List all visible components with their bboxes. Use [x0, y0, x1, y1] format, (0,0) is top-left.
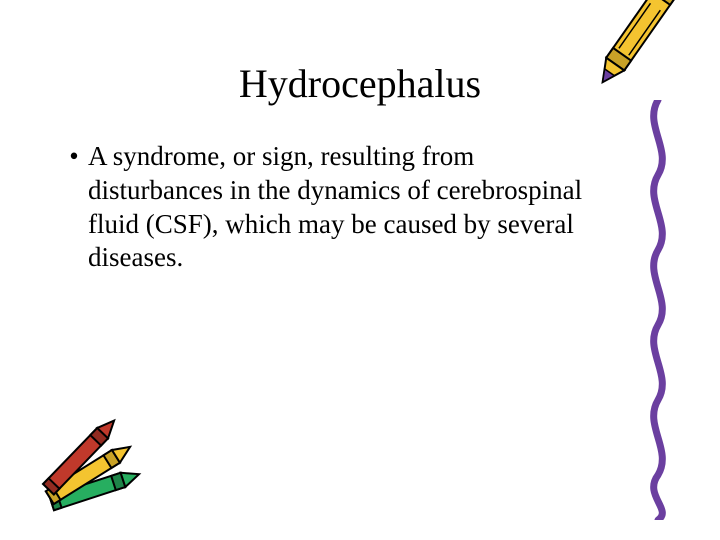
- squiggle-decoration-right: [638, 100, 678, 520]
- crayon-decoration-topright: [570, 0, 690, 110]
- squiggle-icon: [638, 100, 678, 520]
- slide: Hydrocephalus • A syndrome, or sign, res…: [0, 0, 720, 540]
- crayon-icon: [570, 0, 690, 110]
- bullet-list: • A syndrome, or sign, resulting from di…: [60, 140, 600, 275]
- crayon-decoration-bottomleft: [30, 410, 170, 520]
- bullet-item: • A syndrome, or sign, resulting from di…: [60, 140, 600, 275]
- crayons-pile-icon: [30, 410, 170, 520]
- bullet-text: A syndrome, or sign, resulting from dist…: [88, 140, 600, 275]
- bullet-marker: •: [60, 140, 88, 174]
